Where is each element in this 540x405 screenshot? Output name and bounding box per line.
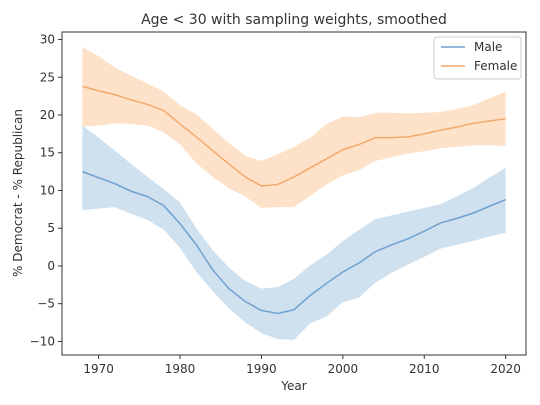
female-confidence-band [82, 47, 506, 208]
x-tick-label: 1970 [83, 362, 114, 376]
y-tick-label: 15 [40, 146, 55, 160]
y-tick-label: 20 [40, 108, 55, 122]
y-axis: −10 −5 0 5 10 15 20 25 30 [30, 33, 62, 348]
y-tick-label: −5 [37, 297, 55, 311]
x-tick-label: 2000 [328, 362, 359, 376]
female-line [82, 85, 506, 187]
plot-frame [61, 31, 527, 356]
x-tick-label: 2020 [490, 362, 521, 376]
y-tick-label: 10 [40, 183, 55, 197]
x-tick-label: 1990 [246, 362, 277, 376]
legend-label-female: Female [474, 59, 517, 73]
series-lines [82, 85, 506, 315]
x-tick-label: 2010 [409, 362, 440, 376]
chart-title: Age < 30 with sampling weights, smoothed [141, 12, 447, 28]
y-tick-label: −10 [30, 334, 55, 348]
y-tick-label: 0 [47, 259, 55, 273]
legend: Male Female [433, 36, 522, 80]
y-tick-label: 30 [40, 33, 55, 47]
y-tick-label: 5 [47, 221, 55, 235]
confidence-bands [82, 47, 506, 340]
x-axis: 1970 1980 1990 2000 2010 2020 [83, 355, 521, 376]
male-line [82, 170, 506, 315]
legend-label-male: Male [474, 40, 502, 54]
y-axis-label: % Democrat - % Republican [11, 109, 25, 277]
y-tick-label: 25 [40, 70, 55, 84]
x-axis-label: Year [280, 379, 306, 393]
x-tick-label: 1980 [165, 362, 196, 376]
